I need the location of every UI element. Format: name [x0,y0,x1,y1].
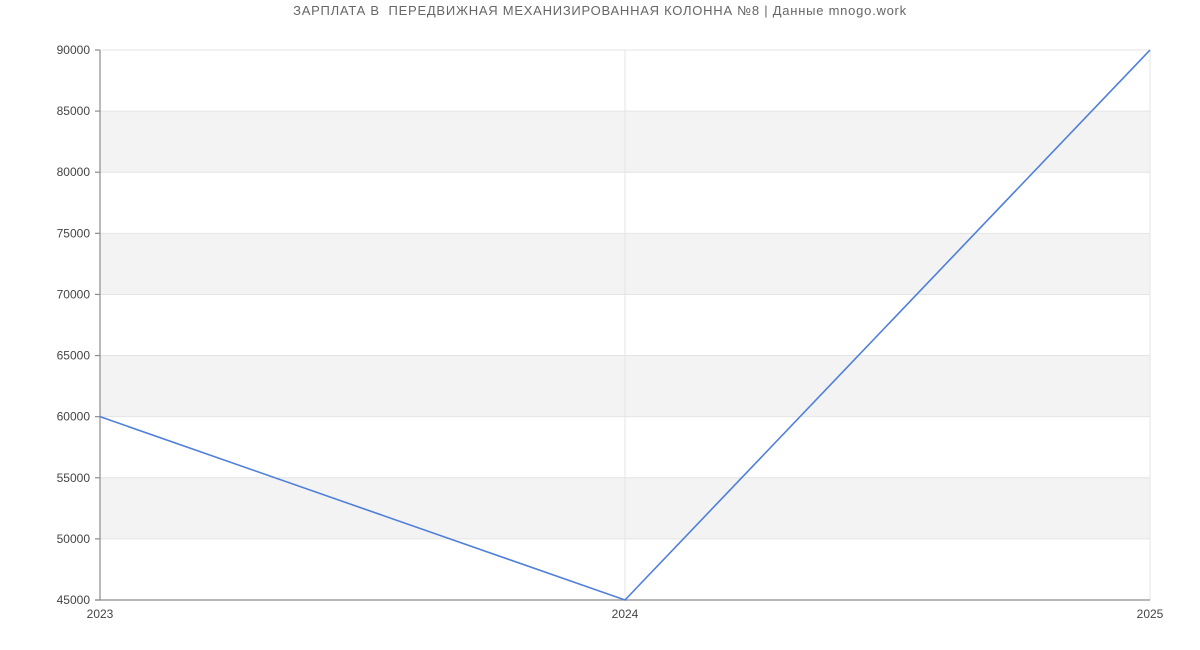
svg-text:2025: 2025 [1137,607,1164,621]
svg-text:70000: 70000 [57,287,91,301]
svg-text:55000: 55000 [57,471,91,485]
svg-text:2023: 2023 [87,607,114,621]
svg-text:45000: 45000 [57,593,91,607]
svg-text:2024: 2024 [612,607,639,621]
svg-text:60000: 60000 [57,410,91,424]
svg-text:80000: 80000 [57,165,91,179]
svg-text:75000: 75000 [57,226,91,240]
svg-text:85000: 85000 [57,104,91,118]
svg-text:90000: 90000 [57,43,91,57]
svg-text:50000: 50000 [57,532,91,546]
svg-text:65000: 65000 [57,349,91,363]
